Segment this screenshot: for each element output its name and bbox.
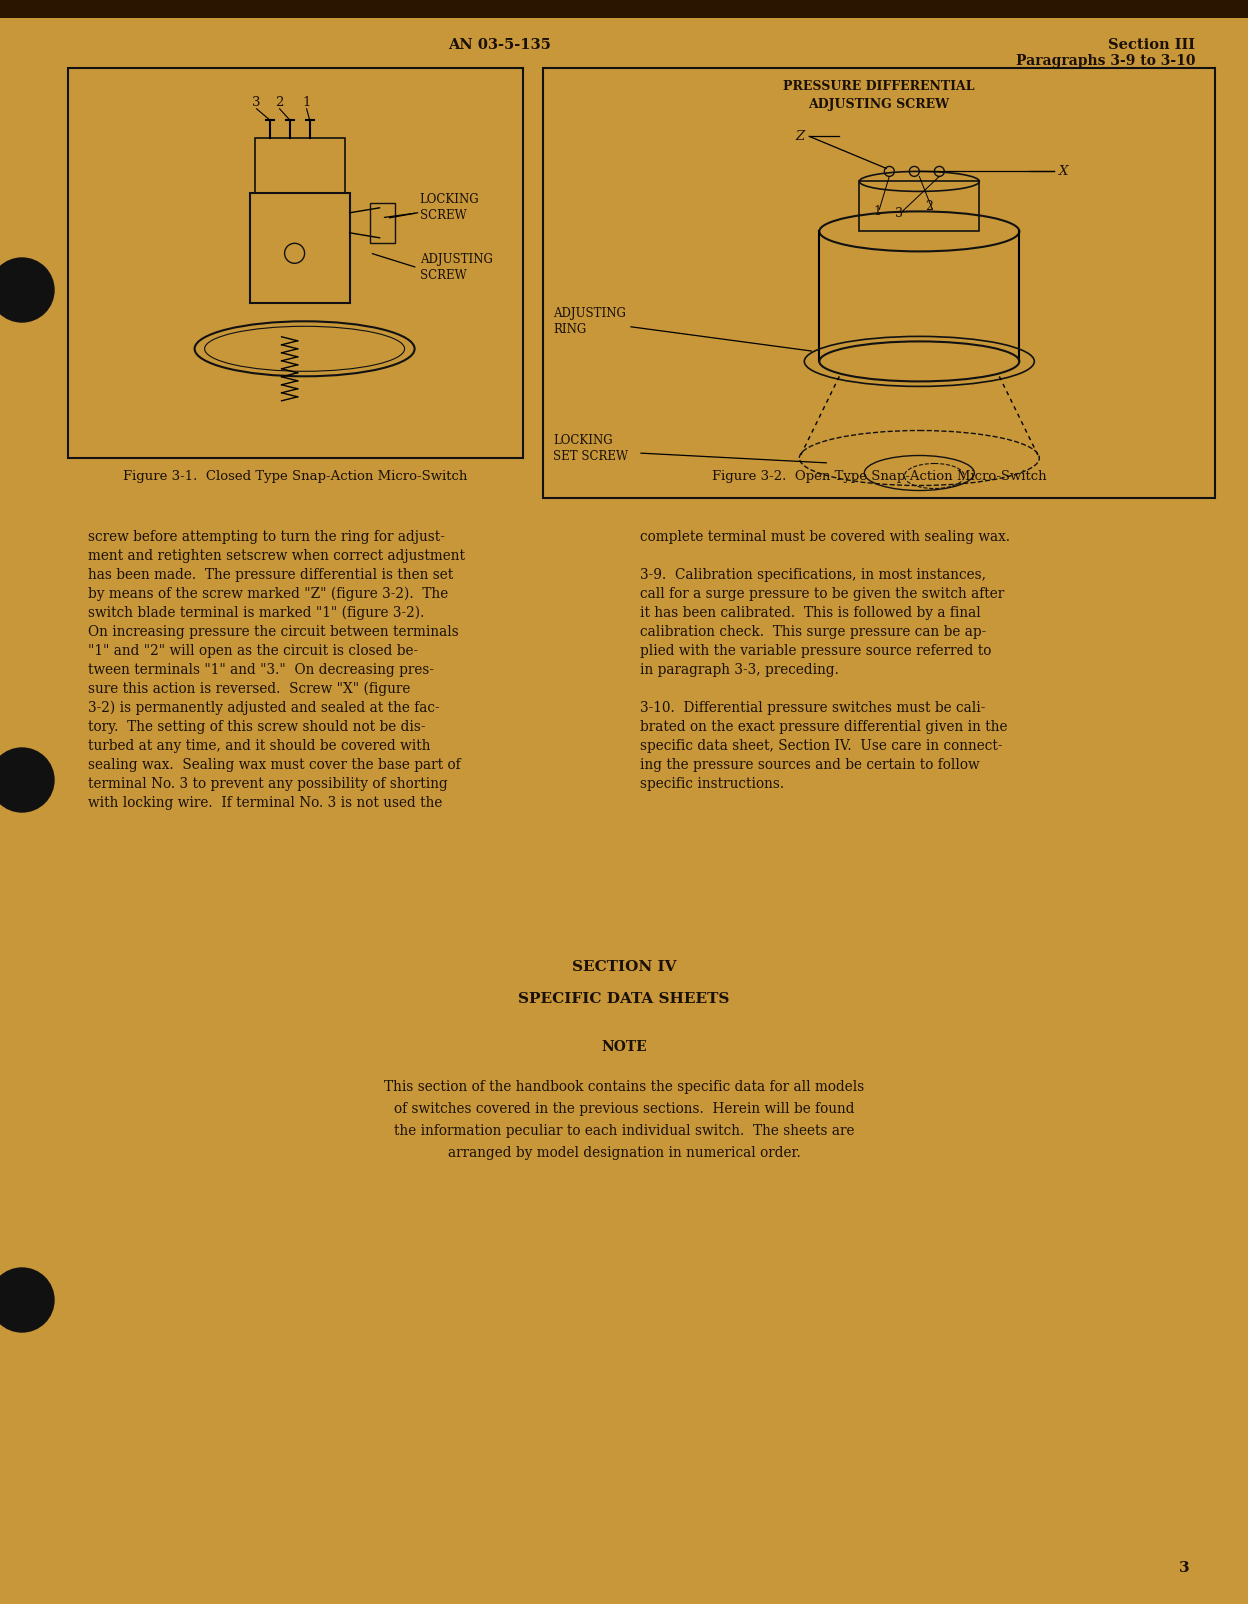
Text: calibration check.  This surge pressure can be ap-: calibration check. This surge pressure c… — [640, 626, 986, 638]
Text: ADJUSTING SCREW: ADJUSTING SCREW — [809, 98, 950, 111]
Text: call for a surge pressure to be given the switch after: call for a surge pressure to be given th… — [640, 587, 1005, 602]
Bar — [255, 138, 344, 192]
Text: switch blade terminal is marked "1" (figure 3-2).: switch blade terminal is marked "1" (fig… — [89, 606, 424, 621]
Text: Figure 3-2.  Open Type Snap-Action Micro-Switch: Figure 3-2. Open Type Snap-Action Micro-… — [711, 470, 1046, 483]
Text: screw before attempting to turn the ring for adjust-: screw before attempting to turn the ring… — [89, 529, 444, 544]
Bar — [369, 202, 394, 242]
Text: "1" and "2" will open as the circuit is closed be-: "1" and "2" will open as the circuit is … — [89, 643, 418, 658]
Text: Section III: Section III — [1108, 38, 1196, 51]
Text: the information peculiar to each individual switch.  The sheets are: the information peculiar to each individ… — [394, 1124, 854, 1137]
Text: tory.  The setting of this screw should not be dis-: tory. The setting of this screw should n… — [89, 720, 426, 735]
Text: terminal No. 3 to prevent any possibility of shorting: terminal No. 3 to prevent any possibilit… — [89, 776, 448, 791]
Text: sure this action is reversed.  Screw "X" (figure: sure this action is reversed. Screw "X" … — [89, 682, 411, 696]
Text: 3: 3 — [1179, 1561, 1191, 1575]
Text: LOCKING
SCREW: LOCKING SCREW — [419, 194, 479, 223]
Text: has been made.  The pressure differential is then set: has been made. The pressure differential… — [89, 568, 453, 582]
Text: Paragraphs 3-9 to 3-10: Paragraphs 3-9 to 3-10 — [1016, 55, 1196, 67]
Bar — [860, 181, 980, 231]
Text: specific instructions.: specific instructions. — [640, 776, 784, 791]
Text: 3-9.  Calibration specifications, in most instances,: 3-9. Calibration specifications, in most… — [640, 568, 986, 582]
Bar — [0, 0, 1248, 18]
Text: in paragraph 3-3, preceding.: in paragraph 3-3, preceding. — [640, 662, 839, 677]
Text: plied with the variable pressure source referred to: plied with the variable pressure source … — [640, 643, 991, 658]
Text: sealing wax.  Sealing wax must cover the base part of: sealing wax. Sealing wax must cover the … — [89, 759, 461, 772]
Text: 3-10.  Differential pressure switches must be cali-: 3-10. Differential pressure switches mus… — [640, 701, 986, 715]
Text: complete terminal must be covered with sealing wax.: complete terminal must be covered with s… — [640, 529, 1010, 544]
Text: turbed at any time, and it should be covered with: turbed at any time, and it should be cov… — [89, 739, 431, 752]
Text: ADJUSTING
SCREW: ADJUSTING SCREW — [419, 253, 493, 282]
Text: arranged by model designation in numerical order.: arranged by model designation in numeric… — [448, 1145, 800, 1160]
Text: NOTE: NOTE — [602, 1039, 646, 1054]
Text: brated on the exact pressure differential given in the: brated on the exact pressure differentia… — [640, 720, 1007, 735]
Text: with locking wire.  If terminal No. 3 is not used the: with locking wire. If terminal No. 3 is … — [89, 796, 442, 810]
Text: ADJUSTING
RING: ADJUSTING RING — [553, 306, 626, 335]
Text: specific data sheet, Section IV.  Use care in connect-: specific data sheet, Section IV. Use car… — [640, 739, 1002, 752]
Text: Z: Z — [795, 130, 804, 143]
Text: 3: 3 — [252, 96, 261, 109]
Text: This section of the handbook contains the specific data for all models: This section of the handbook contains th… — [384, 1079, 864, 1094]
Text: by means of the screw marked "Z" (figure 3-2).  The: by means of the screw marked "Z" (figure… — [89, 587, 448, 602]
Text: 3-2) is permanently adjusted and sealed at the fac-: 3-2) is permanently adjusted and sealed … — [89, 701, 439, 715]
Text: PRESSURE DIFFERENTIAL: PRESSURE DIFFERENTIAL — [784, 80, 975, 93]
Bar — [543, 67, 1216, 497]
Text: SPECIFIC DATA SHEETS: SPECIFIC DATA SHEETS — [518, 991, 730, 1006]
Text: 1: 1 — [302, 96, 311, 109]
Text: X: X — [1060, 165, 1068, 178]
Circle shape — [0, 747, 54, 812]
Text: Figure 3-1.  Closed Type Snap-Action Micro-Switch: Figure 3-1. Closed Type Snap-Action Micr… — [124, 470, 468, 483]
Text: SECTION IV: SECTION IV — [572, 961, 676, 974]
Circle shape — [0, 1269, 54, 1331]
Text: tween terminals "1" and "3."  On decreasing pres-: tween terminals "1" and "3." On decreasi… — [89, 662, 434, 677]
Bar — [67, 67, 523, 459]
Text: On increasing pressure the circuit between terminals: On increasing pressure the circuit betwe… — [89, 626, 459, 638]
Text: it has been calibrated.  This is followed by a final: it has been calibrated. This is followed… — [640, 606, 981, 621]
Text: 2: 2 — [925, 200, 934, 213]
Text: 1: 1 — [874, 205, 881, 218]
Text: ing the pressure sources and be certain to follow: ing the pressure sources and be certain … — [640, 759, 980, 772]
Text: ment and retighten setscrew when correct adjustment: ment and retighten setscrew when correct… — [89, 549, 466, 563]
Bar — [250, 192, 349, 303]
Circle shape — [0, 258, 54, 322]
Text: of switches covered in the previous sections.  Herein will be found: of switches covered in the previous sect… — [394, 1102, 854, 1116]
Text: LOCKING
SET SCREW: LOCKING SET SCREW — [553, 433, 628, 462]
Text: AN 03-5-135: AN 03-5-135 — [448, 38, 552, 51]
Text: 3: 3 — [895, 207, 904, 220]
Text: 2: 2 — [276, 96, 283, 109]
